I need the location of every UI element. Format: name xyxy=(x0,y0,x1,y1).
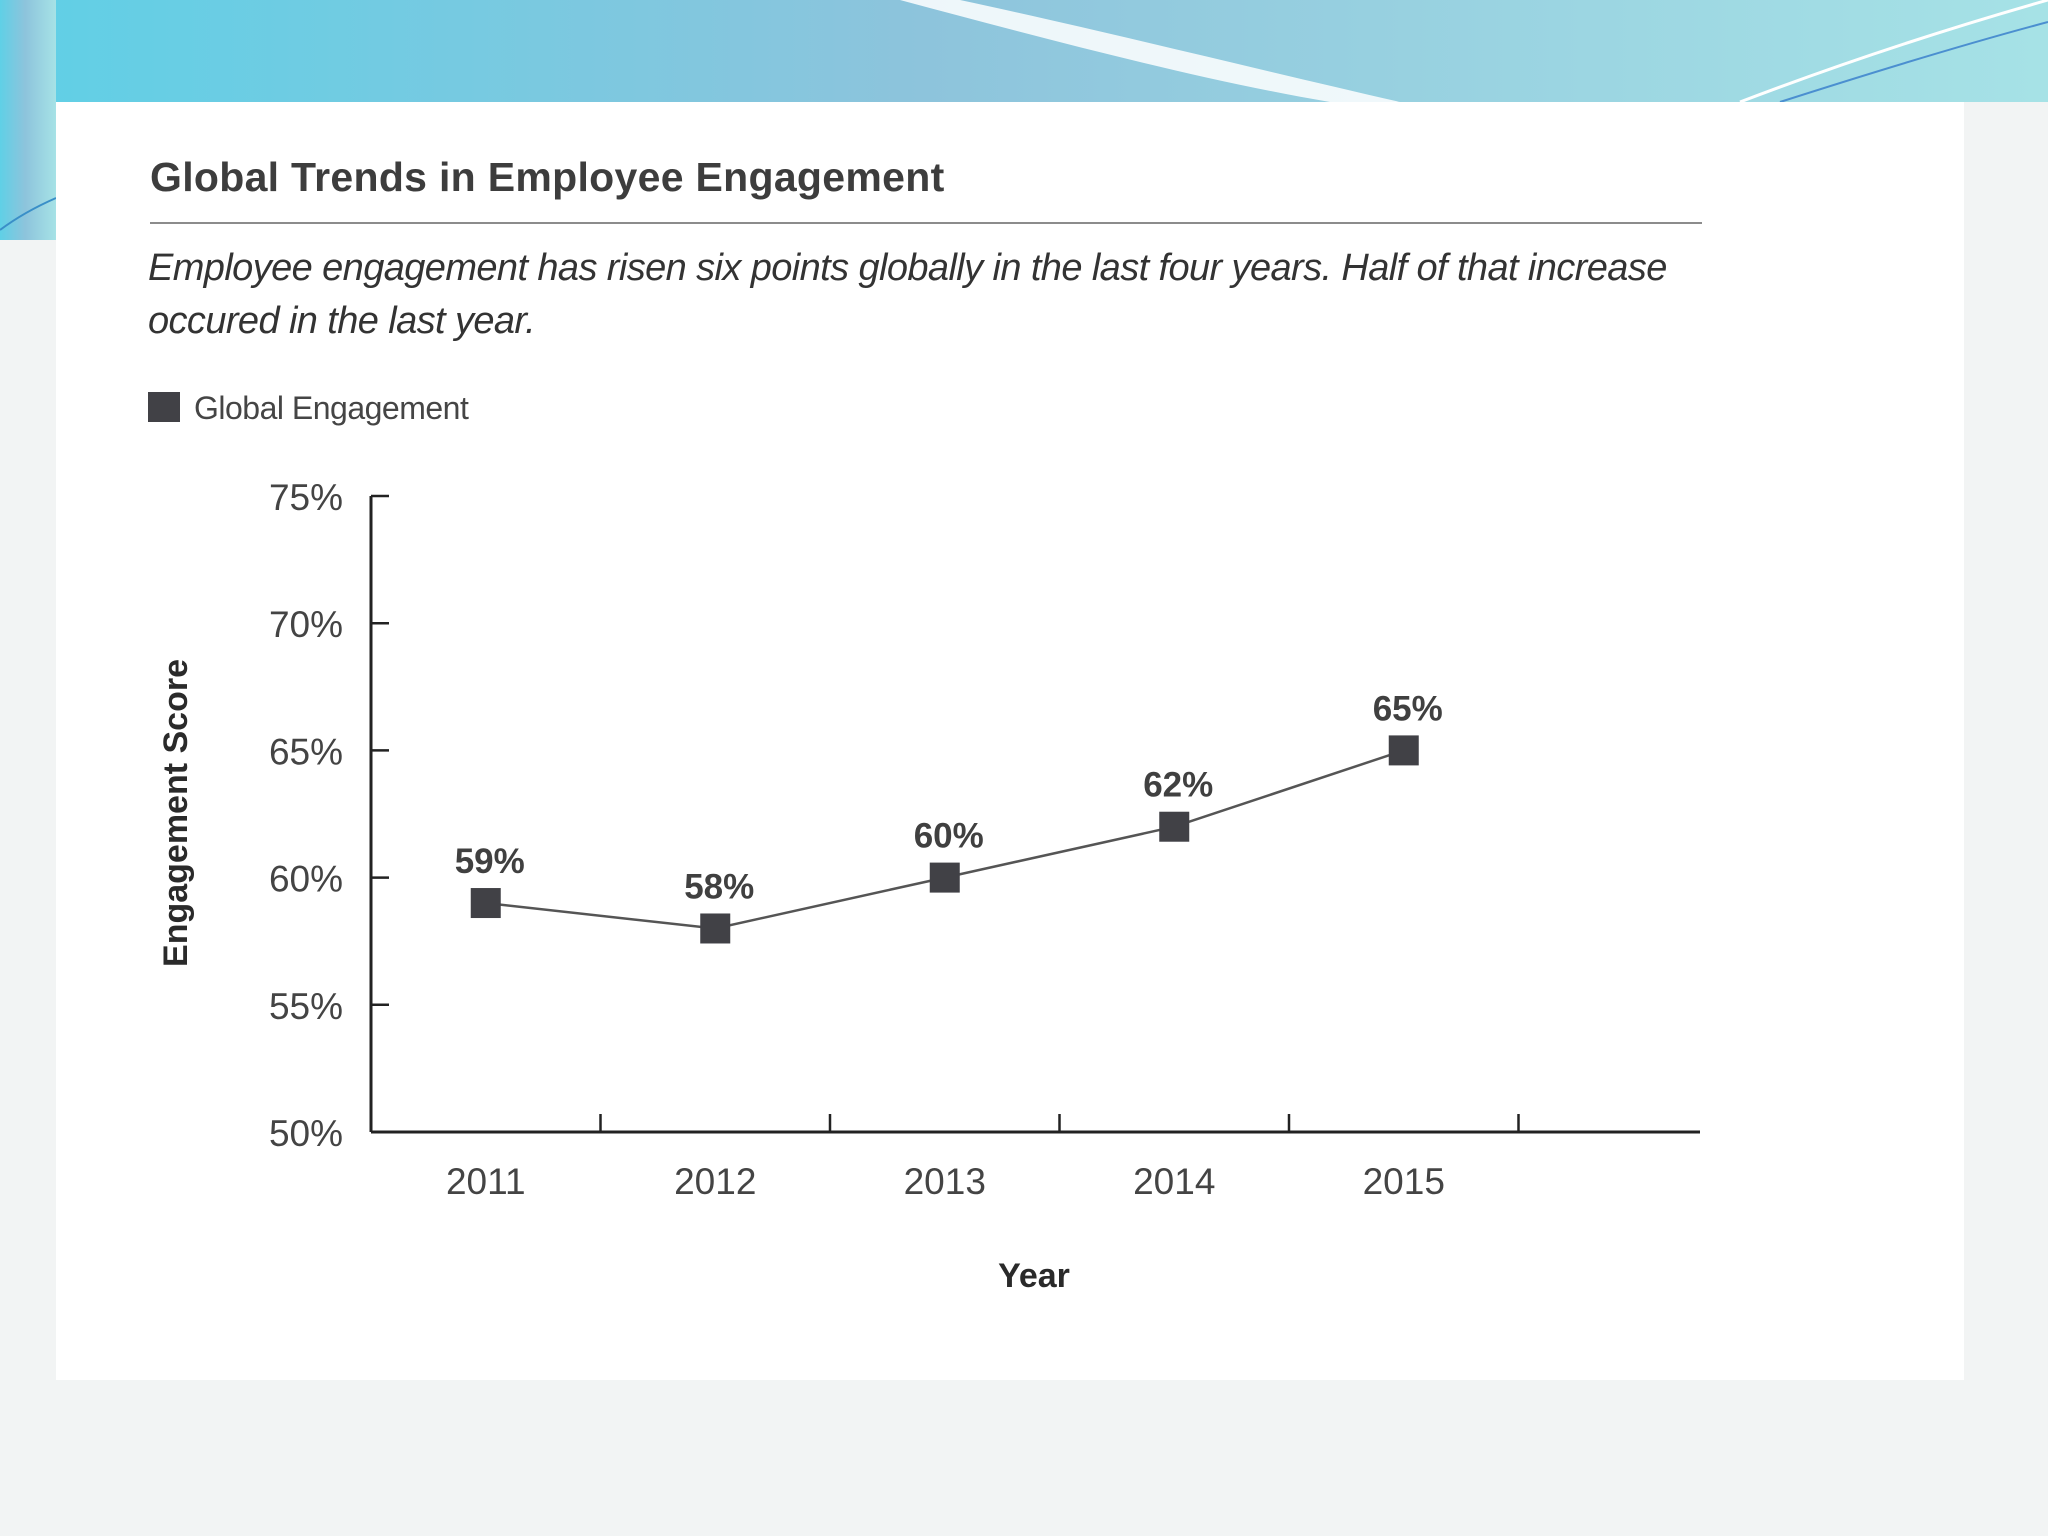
slide-left-band xyxy=(0,0,56,240)
data-point-marker xyxy=(1159,811,1190,842)
series-markers xyxy=(470,735,1419,944)
data-point-marker xyxy=(470,888,501,919)
title-divider xyxy=(150,222,1702,224)
data-label: 62% xyxy=(1143,766,1213,805)
x-tick-label: 2014 xyxy=(1133,1161,1215,1202)
y-tick-label: 70% xyxy=(269,604,343,645)
data-label: 58% xyxy=(684,867,754,906)
y-tick-label: 65% xyxy=(269,731,343,772)
x-axis-ticks: 2011 2012 2013 2014 2015 xyxy=(446,1114,1520,1202)
data-point-marker xyxy=(700,913,731,944)
data-labels: 59% 58% 60% 62% 65% xyxy=(455,689,1443,906)
slide-wave-line-blue xyxy=(1779,21,2048,103)
x-tick-label: 2012 xyxy=(674,1161,756,1202)
slide-wave-line xyxy=(1739,0,2048,104)
data-point-marker xyxy=(929,862,960,893)
y-tick-label: 50% xyxy=(269,1113,343,1154)
chart-subtitle: Employee engagement has risen six points… xyxy=(148,247,1667,342)
x-axis-title: Year xyxy=(998,1257,1070,1295)
x-tick-label: 2015 xyxy=(1363,1161,1445,1202)
slide-left-curve xyxy=(0,197,57,231)
y-tick-label: 60% xyxy=(269,859,343,900)
x-tick-label: 2013 xyxy=(904,1161,986,1202)
legend-label-global-engagement: Global Engagement xyxy=(194,390,469,426)
data-label: 59% xyxy=(455,842,525,881)
y-tick-label: 75% xyxy=(269,477,343,518)
x-tick-label: 2011 xyxy=(446,1161,526,1202)
y-tick-label: 55% xyxy=(269,986,343,1027)
slide-wave-swoosh xyxy=(900,0,1400,102)
figure-card xyxy=(56,102,1964,1380)
legend-swatch-global-engagement xyxy=(148,392,180,422)
chart-title: Global Trends in Employee Engagement xyxy=(150,154,945,200)
y-axis-title: Engagement Score xyxy=(157,659,195,967)
data-point-marker xyxy=(1388,735,1419,766)
y-axis-ticks: 50% 55% 60% 65% 70% 75% xyxy=(269,477,389,1154)
data-label: 65% xyxy=(1373,689,1443,728)
data-label: 60% xyxy=(914,817,984,856)
